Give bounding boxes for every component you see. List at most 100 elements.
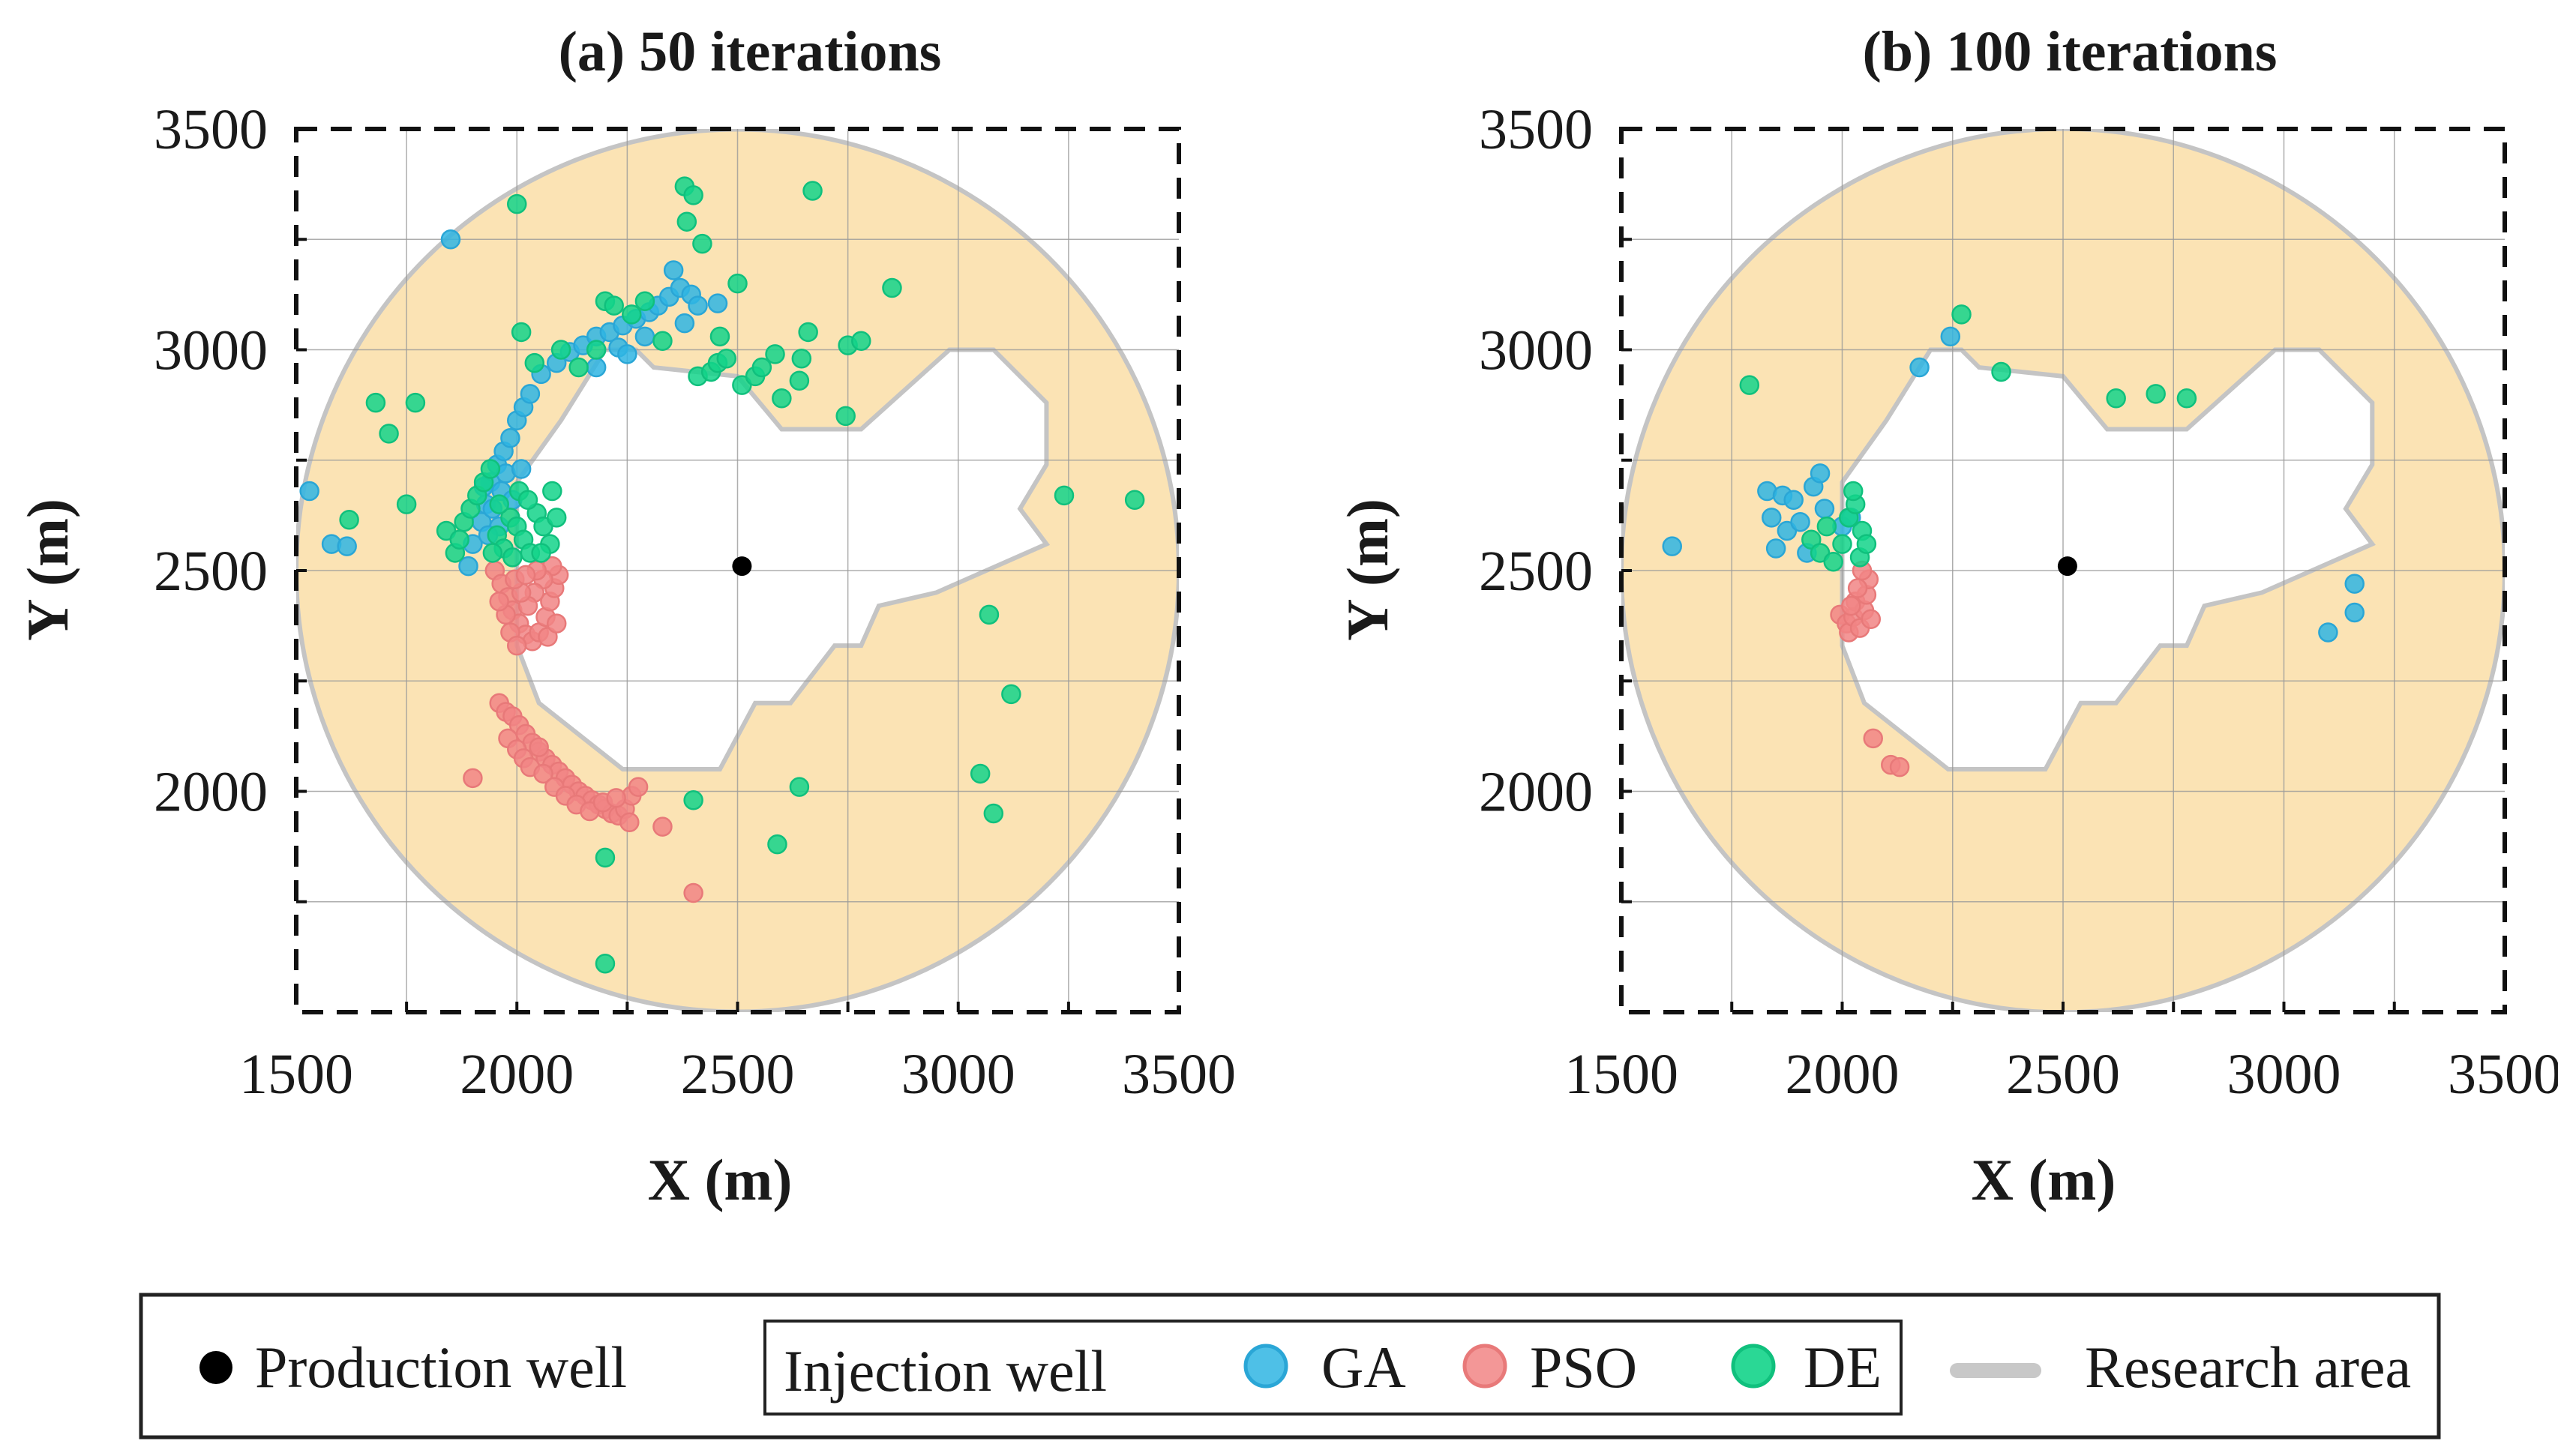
legend-de-label: DE — [1804, 1335, 1882, 1400]
legend-de-marker — [1731, 1344, 1776, 1389]
point-de — [482, 543, 503, 563]
x-tick-label: 3000 — [901, 1043, 1015, 1106]
point-pso — [1863, 728, 1883, 749]
point-de — [709, 326, 730, 347]
series-de-b — [1739, 304, 2197, 572]
point-de — [1054, 485, 1075, 506]
point-de — [683, 790, 703, 810]
point-de — [802, 181, 823, 201]
point-pso — [546, 613, 567, 634]
point-pso — [533, 763, 553, 784]
chart-title-a: (a) 50 iterations — [559, 20, 942, 83]
point-de — [1951, 304, 1972, 325]
point-pso — [1889, 756, 1910, 777]
point-ga — [1762, 508, 1782, 528]
point-pso — [683, 882, 703, 903]
point-de — [1816, 516, 1837, 537]
point-de — [716, 349, 737, 369]
point-de — [765, 344, 785, 364]
point-ga — [440, 229, 461, 250]
chart-panel-b: (b) 100 iterations X (m) Y (m) 1500 2000 2… — [1335, 20, 2558, 1212]
point-de — [683, 185, 703, 205]
point-de — [970, 763, 991, 784]
point-de — [676, 211, 697, 232]
point-de — [568, 357, 589, 378]
point-de — [1124, 490, 1145, 511]
point-pso — [628, 777, 649, 797]
point-de — [2106, 388, 2126, 409]
legend-research-area-label: Research area — [2085, 1335, 2411, 1400]
point-de — [365, 392, 386, 413]
point-ga — [1790, 511, 1810, 532]
point-pso — [463, 768, 483, 789]
point-ga — [1814, 499, 1835, 519]
point-ga — [500, 428, 520, 448]
point-de — [882, 277, 902, 298]
y-tick-label: 3000 — [154, 319, 268, 382]
point-pso — [606, 788, 626, 808]
point-de — [1843, 481, 1864, 502]
point-de — [798, 322, 818, 343]
x-axis-label-b: X (m) — [1972, 1147, 2116, 1212]
point-ga — [1783, 490, 1804, 511]
x-tick-label: 2500 — [2006, 1043, 2120, 1106]
point-ga — [1909, 357, 1930, 378]
legend-ga-label: GA — [1321, 1335, 1406, 1400]
point-ga — [520, 384, 541, 404]
y-tick-label: 2000 — [154, 761, 268, 824]
point-de — [524, 352, 545, 373]
y-tick-label: 2000 — [1479, 761, 1593, 824]
point-ga — [663, 260, 684, 280]
point-ga — [1662, 536, 1682, 556]
point-de — [2146, 384, 2166, 404]
point-de — [789, 777, 810, 797]
point-ga — [458, 556, 478, 577]
point-de — [2176, 388, 2197, 409]
production-well-marker-a — [732, 556, 752, 577]
x-tick-label: 1500 — [239, 1043, 353, 1106]
point-de — [751, 357, 772, 378]
point-ga — [688, 295, 708, 316]
point-de — [1001, 684, 1021, 705]
y-tick-label: 2500 — [1479, 540, 1593, 603]
point-ga — [2318, 622, 2338, 643]
point-de — [983, 803, 1004, 824]
point-de — [595, 953, 616, 974]
point-de — [727, 273, 748, 294]
legend-injection-group-box — [763, 1320, 1903, 1416]
x-tick-label: 2000 — [460, 1043, 574, 1106]
point-ga — [634, 326, 655, 347]
point-de — [634, 291, 655, 311]
point-de — [1991, 361, 2011, 382]
point-de — [379, 424, 399, 444]
point-ga — [511, 459, 532, 479]
point-de — [489, 494, 509, 514]
point-de — [652, 331, 673, 351]
point-de — [1739, 375, 1760, 395]
point-de — [1823, 551, 1843, 572]
chart-title-b: (b) 100 iterations — [1862, 20, 2277, 83]
point-ga — [1940, 326, 1961, 347]
production-well-marker-b — [2057, 556, 2077, 577]
point-pso — [1861, 609, 1882, 630]
x-tick-label: 2000 — [1786, 1043, 1900, 1106]
point-ga — [299, 481, 319, 502]
series-de-a — [339, 176, 1145, 974]
legend-ga-marker — [1243, 1344, 1288, 1389]
point-pso — [489, 591, 509, 612]
point-pso — [652, 816, 673, 837]
y-tick-label: 3000 — [1479, 319, 1593, 382]
point-pso — [515, 565, 536, 586]
point-de — [449, 529, 469, 550]
x-axis-label-a: X (m) — [648, 1147, 793, 1212]
x-tick-label: 3500 — [1122, 1043, 1236, 1106]
series-ga-b — [1662, 326, 2365, 643]
point-de — [480, 459, 501, 479]
y-axis-label-b: Y (m) — [1335, 499, 1400, 641]
point-de — [517, 490, 538, 511]
point-ga — [674, 313, 695, 334]
point-ga — [337, 536, 357, 556]
point-de — [622, 304, 642, 325]
x-tick-label: 3000 — [2227, 1043, 2341, 1106]
legend-injection-well-label: Injection well — [784, 1338, 1107, 1404]
